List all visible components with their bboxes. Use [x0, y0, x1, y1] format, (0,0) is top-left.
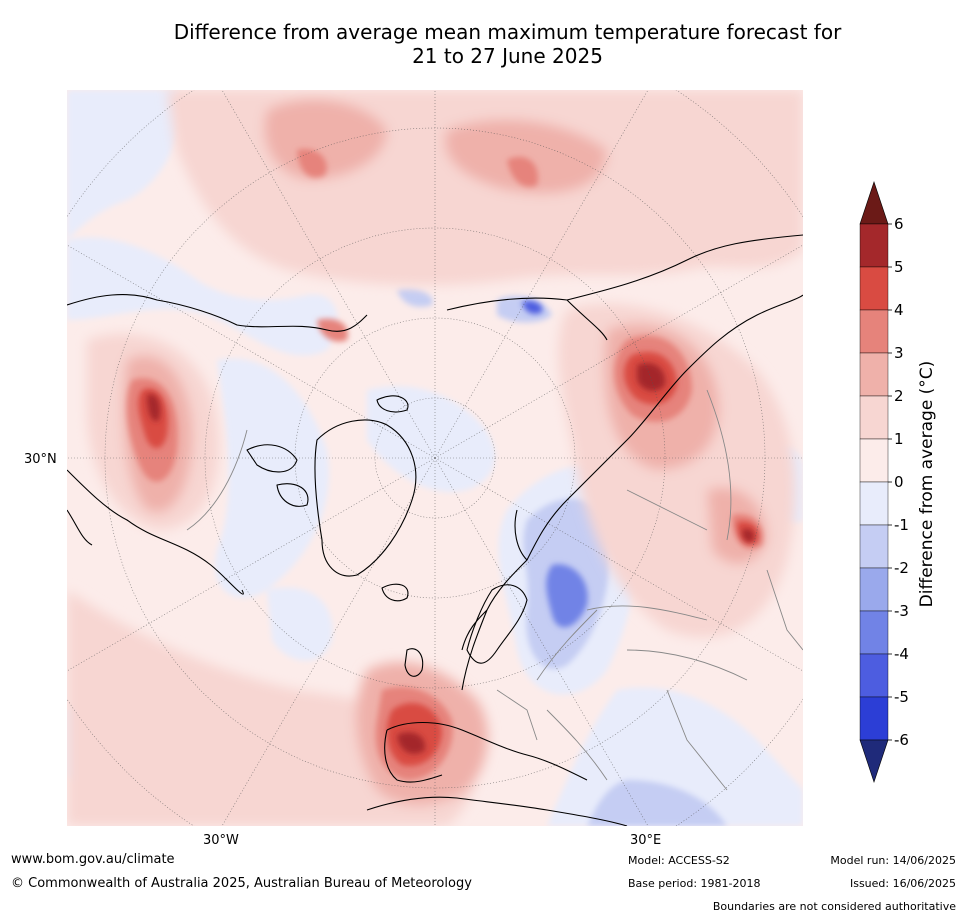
colorbar-tick-label: 2: [894, 387, 904, 405]
colorbar-segment: [859, 223, 889, 268]
africa-coast: [366, 796, 628, 826]
title-line-1: Difference from average mean maximum tem…: [173, 20, 842, 44]
longitude-label-30w: 30°W: [203, 833, 239, 848]
map-title: Difference from average mean maximum tem…: [0, 20, 965, 68]
siberia-coast: [446, 234, 803, 341]
greenland-coast: [314, 419, 417, 577]
boundary-disclaimer: Boundaries are not considered authoritat…: [712, 900, 956, 913]
country-borders: [186, 389, 803, 791]
colorbar-tick-label: -1: [894, 516, 909, 534]
scandinavia-coast: [466, 584, 528, 664]
colorbar-segment: [859, 696, 889, 741]
model-name: Model: ACCESS-S2: [628, 854, 730, 867]
colorbar-segment: [859, 395, 889, 440]
latitude-label-30n: 30°N: [24, 452, 57, 467]
longitude-label-30e: 30°E: [630, 833, 662, 848]
coastlines: [67, 234, 803, 826]
copyright-text: © Commonwealth of Australia 2025, Austra…: [11, 876, 472, 891]
iberia-med-coast: [384, 722, 588, 783]
colorbar-tick-label: 3: [894, 344, 904, 362]
colorbar-segment: [859, 309, 889, 354]
colorbar-segment: [859, 653, 889, 698]
colorbar-tick-label: -2: [894, 559, 909, 577]
colorbar-under-arrow: [859, 739, 889, 783]
colorbar-label: Difference from average (°C): [917, 360, 937, 608]
eurasia-coast: [461, 294, 803, 691]
extreme-warm-areas: [147, 362, 755, 754]
colorbar-segment: [859, 266, 889, 311]
colorbar: 6 5 4 3 2 1 0 -1 -2 -3 -4 -5 -6: [859, 181, 909, 783]
colorbar-segment: [859, 610, 889, 655]
british-isles-coast: [404, 648, 424, 677]
iceland-coast: [381, 583, 409, 602]
base-period: Base period: 1981-2018: [628, 877, 761, 890]
website-url: www.bom.gov.au/climate: [11, 852, 175, 867]
anomaly-map: [67, 90, 803, 826]
colorbar-segment: [859, 438, 889, 483]
colorbar-over-arrow: [859, 181, 889, 225]
colorbar-tick-label: 5: [894, 258, 904, 276]
arctic-islands: [246, 395, 409, 507]
colorbar-segment: [859, 481, 889, 526]
colorbar-tick-label: 0: [894, 473, 904, 491]
colorbar-segment: [859, 352, 889, 397]
colorbar-tick-label: -6: [894, 731, 909, 749]
colorbar-tick-label: -3: [894, 602, 909, 620]
issued-date: Issued: 16/06/2025: [849, 877, 956, 890]
strong-cool-area: [522, 300, 588, 628]
graticule: [67, 90, 803, 826]
colorbar-segment: [859, 567, 889, 612]
colorbar-tick-label: -4: [894, 645, 909, 663]
model-run-date: Model run: 14/06/2025: [830, 854, 956, 867]
colorbar-tick-label: 6: [894, 215, 904, 233]
colorbar-tick-label: 4: [894, 301, 904, 319]
title-line-2: 21 to 27 June 2025: [412, 44, 603, 68]
colorbar-tick-label: -5: [894, 688, 909, 706]
colorbar-tick-label: 1: [894, 430, 904, 448]
colorbar-segment: [859, 524, 889, 569]
north-america-coast: [67, 294, 368, 595]
